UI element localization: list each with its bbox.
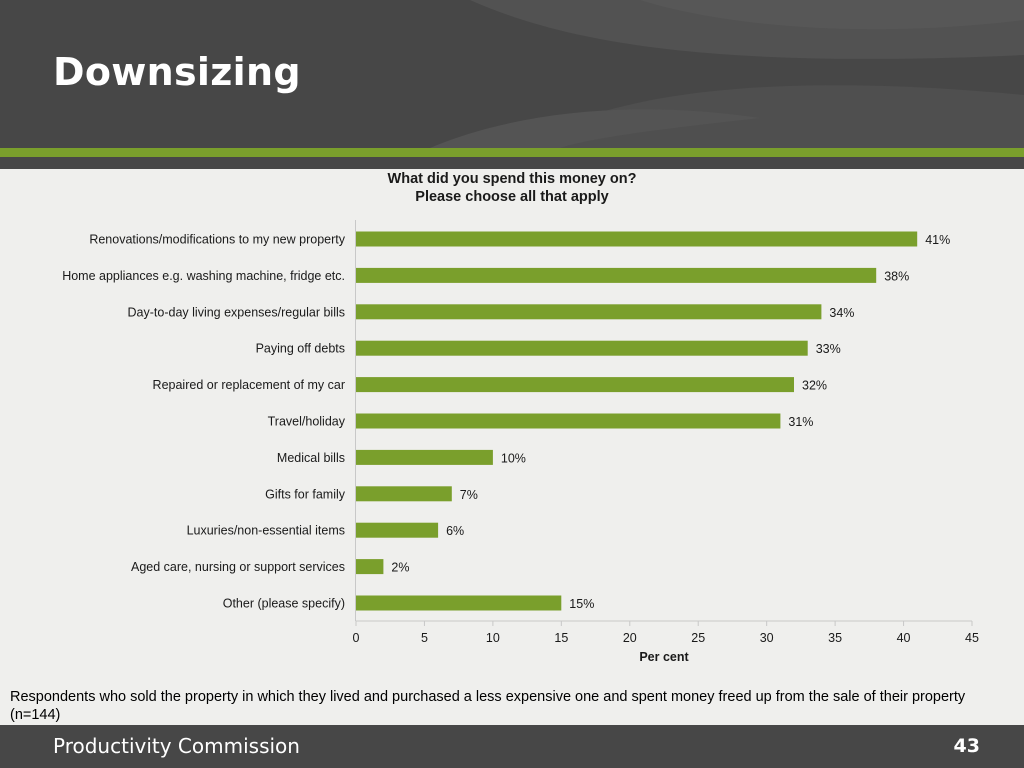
footnote: Respondents who sold the property in whi… xyxy=(10,689,966,723)
data-label: 41% xyxy=(925,233,950,247)
category-label: Paying off debts xyxy=(256,342,345,356)
slide-footer: Productivity Commission 43 xyxy=(0,725,1024,768)
chart-title-line-1: What did you spend this money on? xyxy=(387,171,637,187)
category-label: Repaired or replacement of my car xyxy=(153,378,345,392)
x-tick-label: 25 xyxy=(691,631,705,645)
bar xyxy=(356,595,562,611)
data-label: 33% xyxy=(816,342,841,356)
bar xyxy=(356,340,808,356)
category-label: Gifts for family xyxy=(265,487,346,501)
data-label: 6% xyxy=(446,524,464,538)
category-label: Travel/holiday xyxy=(268,415,346,429)
x-tick-label: 0 xyxy=(353,631,360,645)
chart-title-line-2: Please choose all that apply xyxy=(415,189,609,205)
category-label: Day-to-day living expenses/regular bills xyxy=(128,305,345,319)
category-label: Home appliances e.g. washing machine, fr… xyxy=(62,269,345,283)
header-swoosh-decoration xyxy=(430,0,1024,148)
chart-title: What did you spend this money on? Please… xyxy=(312,170,712,206)
data-label: 31% xyxy=(788,415,813,429)
footer-organization: Productivity Commission xyxy=(53,734,300,758)
category-label: Medical bills xyxy=(277,451,345,465)
x-axis-title: Per cent xyxy=(639,650,689,664)
bar xyxy=(356,304,822,320)
slide-header: Downsizing xyxy=(0,0,1024,148)
x-tick-label: 45 xyxy=(965,631,979,645)
accent-band xyxy=(0,148,1024,157)
bar xyxy=(356,231,918,247)
x-tick-label: 15 xyxy=(554,631,568,645)
bar-chart: Renovations/modifications to my new prop… xyxy=(62,220,979,664)
data-label: 34% xyxy=(829,306,854,320)
x-tick-label: 30 xyxy=(760,631,774,645)
slide-title: Downsizing xyxy=(53,50,301,94)
bar xyxy=(356,486,452,502)
bar xyxy=(356,449,493,465)
category-label: Aged care, nursing or support services xyxy=(131,560,345,574)
data-label: 2% xyxy=(391,561,409,575)
x-tick-label: 5 xyxy=(421,631,428,645)
data-label: 32% xyxy=(802,379,827,393)
page-number: 43 xyxy=(953,735,980,757)
x-tick-label: 10 xyxy=(486,631,500,645)
data-label: 7% xyxy=(460,488,478,502)
category-label: Renovations/modifications to my new prop… xyxy=(89,233,345,247)
category-label: Luxuries/non-essential items xyxy=(187,524,345,538)
x-tick-label: 35 xyxy=(828,631,842,645)
divider-band xyxy=(0,157,1024,169)
x-tick-label: 20 xyxy=(623,631,637,645)
data-label: 10% xyxy=(501,451,526,465)
bar xyxy=(356,377,794,393)
bar xyxy=(356,413,781,429)
x-tick-label: 40 xyxy=(897,631,911,645)
bar xyxy=(356,522,439,538)
bar xyxy=(356,267,877,283)
data-label: 38% xyxy=(884,269,909,283)
data-label: 15% xyxy=(569,597,594,611)
category-label: Other (please specify) xyxy=(223,597,345,611)
bar xyxy=(356,559,384,575)
